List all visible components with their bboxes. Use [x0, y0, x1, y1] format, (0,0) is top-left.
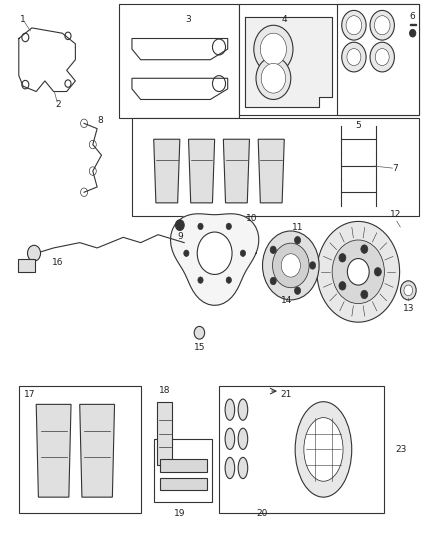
Circle shape [226, 223, 231, 230]
Ellipse shape [225, 457, 235, 479]
Circle shape [317, 221, 399, 322]
Circle shape [198, 223, 203, 230]
Circle shape [270, 246, 276, 254]
Circle shape [370, 11, 394, 40]
Circle shape [262, 231, 319, 300]
Circle shape [240, 250, 246, 256]
Circle shape [260, 33, 286, 65]
Bar [18, 259, 35, 272]
Circle shape [361, 245, 368, 253]
Text: 14: 14 [281, 296, 292, 305]
Polygon shape [80, 405, 115, 497]
Bar [154, 439, 212, 503]
Circle shape [375, 49, 389, 66]
Text: 11: 11 [292, 223, 303, 232]
Circle shape [370, 42, 394, 72]
Circle shape [197, 232, 232, 274]
Circle shape [342, 42, 366, 72]
Ellipse shape [225, 399, 235, 420]
Text: 5: 5 [355, 120, 361, 130]
Circle shape [374, 268, 381, 276]
Circle shape [261, 63, 286, 93]
Circle shape [294, 237, 300, 244]
Circle shape [347, 259, 369, 285]
Circle shape [281, 254, 300, 277]
Bar [239, 4, 419, 115]
Text: 3: 3 [186, 14, 191, 23]
Circle shape [294, 287, 300, 294]
Circle shape [361, 290, 368, 298]
Circle shape [410, 29, 416, 37]
Circle shape [347, 49, 361, 66]
Bar [157, 402, 173, 465]
Circle shape [374, 15, 390, 35]
Circle shape [404, 285, 413, 296]
Text: 7: 7 [392, 164, 398, 173]
Polygon shape [245, 17, 332, 108]
Circle shape [400, 281, 416, 300]
Text: 6: 6 [410, 12, 416, 21]
Circle shape [342, 11, 366, 40]
Circle shape [339, 254, 346, 262]
Polygon shape [36, 405, 71, 497]
Text: 13: 13 [403, 304, 414, 313]
Circle shape [198, 277, 203, 283]
Polygon shape [154, 139, 180, 203]
Circle shape [176, 220, 184, 230]
Circle shape [339, 281, 346, 290]
Text: 1: 1 [20, 15, 26, 25]
Circle shape [332, 240, 385, 304]
Circle shape [254, 25, 293, 73]
Text: 20: 20 [257, 510, 268, 518]
Bar [119, 4, 239, 118]
Text: 19: 19 [174, 510, 186, 518]
Text: 2: 2 [55, 100, 61, 109]
Circle shape [28, 245, 41, 261]
Text: 23: 23 [395, 445, 406, 454]
Ellipse shape [238, 457, 248, 479]
Circle shape [272, 243, 309, 288]
Bar [410, 23, 416, 25]
Circle shape [346, 15, 362, 35]
Bar [336, 4, 419, 115]
Circle shape [184, 250, 189, 256]
Text: 16: 16 [52, 259, 64, 267]
Polygon shape [223, 139, 250, 203]
Text: 17: 17 [24, 390, 35, 399]
Text: 8: 8 [97, 116, 103, 125]
Ellipse shape [304, 418, 343, 481]
Text: 18: 18 [159, 386, 170, 395]
Polygon shape [170, 214, 259, 305]
Polygon shape [258, 139, 284, 203]
Ellipse shape [295, 402, 352, 497]
Bar [19, 386, 141, 513]
Circle shape [256, 57, 291, 100]
Text: 12: 12 [389, 210, 401, 219]
Text: 15: 15 [194, 343, 205, 352]
Ellipse shape [238, 428, 248, 449]
Text: 21: 21 [281, 390, 292, 399]
Circle shape [270, 277, 276, 285]
Circle shape [194, 326, 205, 339]
Circle shape [310, 262, 316, 269]
Text: 4: 4 [282, 14, 287, 23]
Text: 10: 10 [246, 214, 258, 223]
Bar [219, 386, 385, 513]
Circle shape [226, 277, 231, 283]
Text: 9: 9 [177, 232, 183, 241]
Bar [160, 478, 207, 490]
Bar [160, 459, 207, 472]
Ellipse shape [238, 399, 248, 420]
Bar [132, 118, 419, 216]
Polygon shape [188, 139, 215, 203]
Ellipse shape [225, 428, 235, 449]
